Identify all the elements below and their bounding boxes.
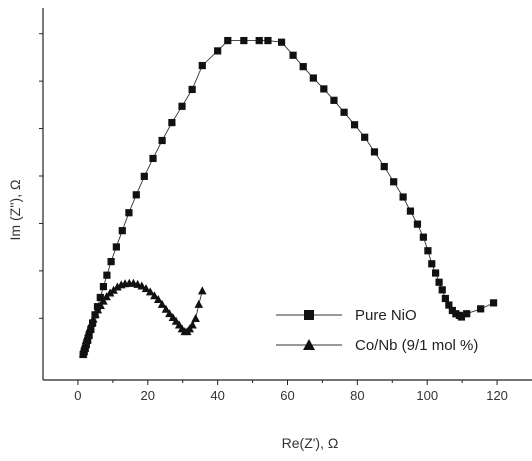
x-axis-title: Re(Z'), Ω [282,435,339,451]
data-point-conb [82,332,92,341]
data-point-pure-nio [255,36,263,45]
data-point-conb [153,295,163,304]
data-point-pure-nio [289,51,297,59]
data-point-pure-nio [390,178,398,186]
data-point-pure-nio [158,136,166,145]
data-point-conb [85,323,95,332]
data-point-pure-nio [489,299,498,307]
data-point-pure-nio [198,61,206,70]
data-point-pure-nio [320,85,328,93]
data-point-conb [150,291,159,300]
data-point-pure-nio [457,313,466,321]
data-point-pure-nio [424,247,432,255]
x-tick-label-20: 20 [141,388,155,403]
legend-entry-pure-nio: Pure NiO [276,307,417,324]
data-point-pure-nio [350,121,359,129]
data-point-pure-nio [96,293,104,302]
data-point-pure-nio [406,207,415,215]
data-point-pure-nio [107,258,115,266]
data-point-conb [99,296,108,305]
data-point-pure-nio [140,172,148,180]
legend: Pure NiO Co/Nb (9/1 mol %) [276,307,478,354]
data-point-conb [137,281,147,290]
data-point-pure-nio [132,191,140,199]
x-tick-label-80: 80 [350,388,364,403]
data-point-pure-nio [214,47,222,55]
data-point-pure-nio [435,278,443,286]
legend-marker-triangle [303,339,315,350]
x-axis-ticks: 0 20 40 60 80 100 120 [74,380,508,403]
x-tick-label-120: 120 [486,388,508,403]
data-point-pure-nio [431,269,440,277]
data-point-pure-nio [441,294,449,303]
data-point-conb [165,309,174,318]
data-point-conb [188,320,197,329]
data-point-pure-nio [188,85,196,94]
data-point-conb [161,304,171,313]
data-point-pure-nio [463,310,471,318]
data-point-conb [113,282,122,291]
data-point-pure-nio [112,243,120,251]
data-point-pure-nio [380,162,388,171]
data-point-pure-nio [264,36,272,45]
series-pure-nio [79,36,498,359]
x-tick-label-100: 100 [416,388,438,403]
data-point-pure-nio [149,154,157,163]
series-conb [78,278,207,358]
data-point-pure-nio [399,193,407,201]
legend-marker-square [304,310,314,320]
data-point-conb [141,284,151,293]
data-point-pure-nio [438,286,446,294]
data-point-pure-nio [299,63,307,71]
data-point-pure-nio [477,305,485,313]
data-point-pure-nio [240,36,248,45]
data-point-pure-nio [277,38,286,46]
data-point-pure-nio [178,102,186,110]
data-point-pure-nio [340,108,348,116]
y-axis-title: Im (Z''), Ω [7,180,23,241]
data-point-pure-nio [361,133,369,141]
y-axis-ticks [39,33,43,319]
data-point-pure-nio [330,96,338,104]
data-point-conb [197,286,207,295]
data-point-pure-nio [309,74,317,82]
legend-label-pure-nio: Pure NiO [355,307,417,324]
plot-frame [42,8,532,381]
data-point-conb [88,314,98,323]
x-tick-label-0: 0 [74,388,81,403]
series-layer [78,36,498,359]
legend-label-conb: Co/Nb (9/1 mol %) [355,337,478,354]
data-point-pure-nio [413,220,422,228]
series-line-pure-nio [82,40,494,355]
data-point-pure-nio [118,227,126,235]
data-point-pure-nio [99,282,108,291]
data-point-pure-nio [224,36,232,45]
legend-entry-conb: Co/Nb (9/1 mol %) [276,337,478,354]
data-point-conb [84,328,93,337]
data-point-pure-nio [168,118,176,127]
x-tick-label-40: 40 [210,388,224,403]
data-point-conb [145,287,155,296]
data-point-pure-nio [419,233,427,241]
data-point-pure-nio [125,209,133,217]
data-point-conb [91,309,100,318]
data-point-pure-nio [428,260,436,268]
data-point-pure-nio [103,271,111,279]
data-point-conb [96,301,105,309]
data-point-conb [157,299,167,308]
data-point-conb [191,314,200,323]
data-point-pure-nio [370,148,379,156]
data-point-conb [93,305,103,314]
x-tick-label-60: 60 [280,388,294,403]
data-point-pure-nio [445,301,453,309]
data-point-conb [194,299,204,308]
data-point-conb [87,318,96,327]
